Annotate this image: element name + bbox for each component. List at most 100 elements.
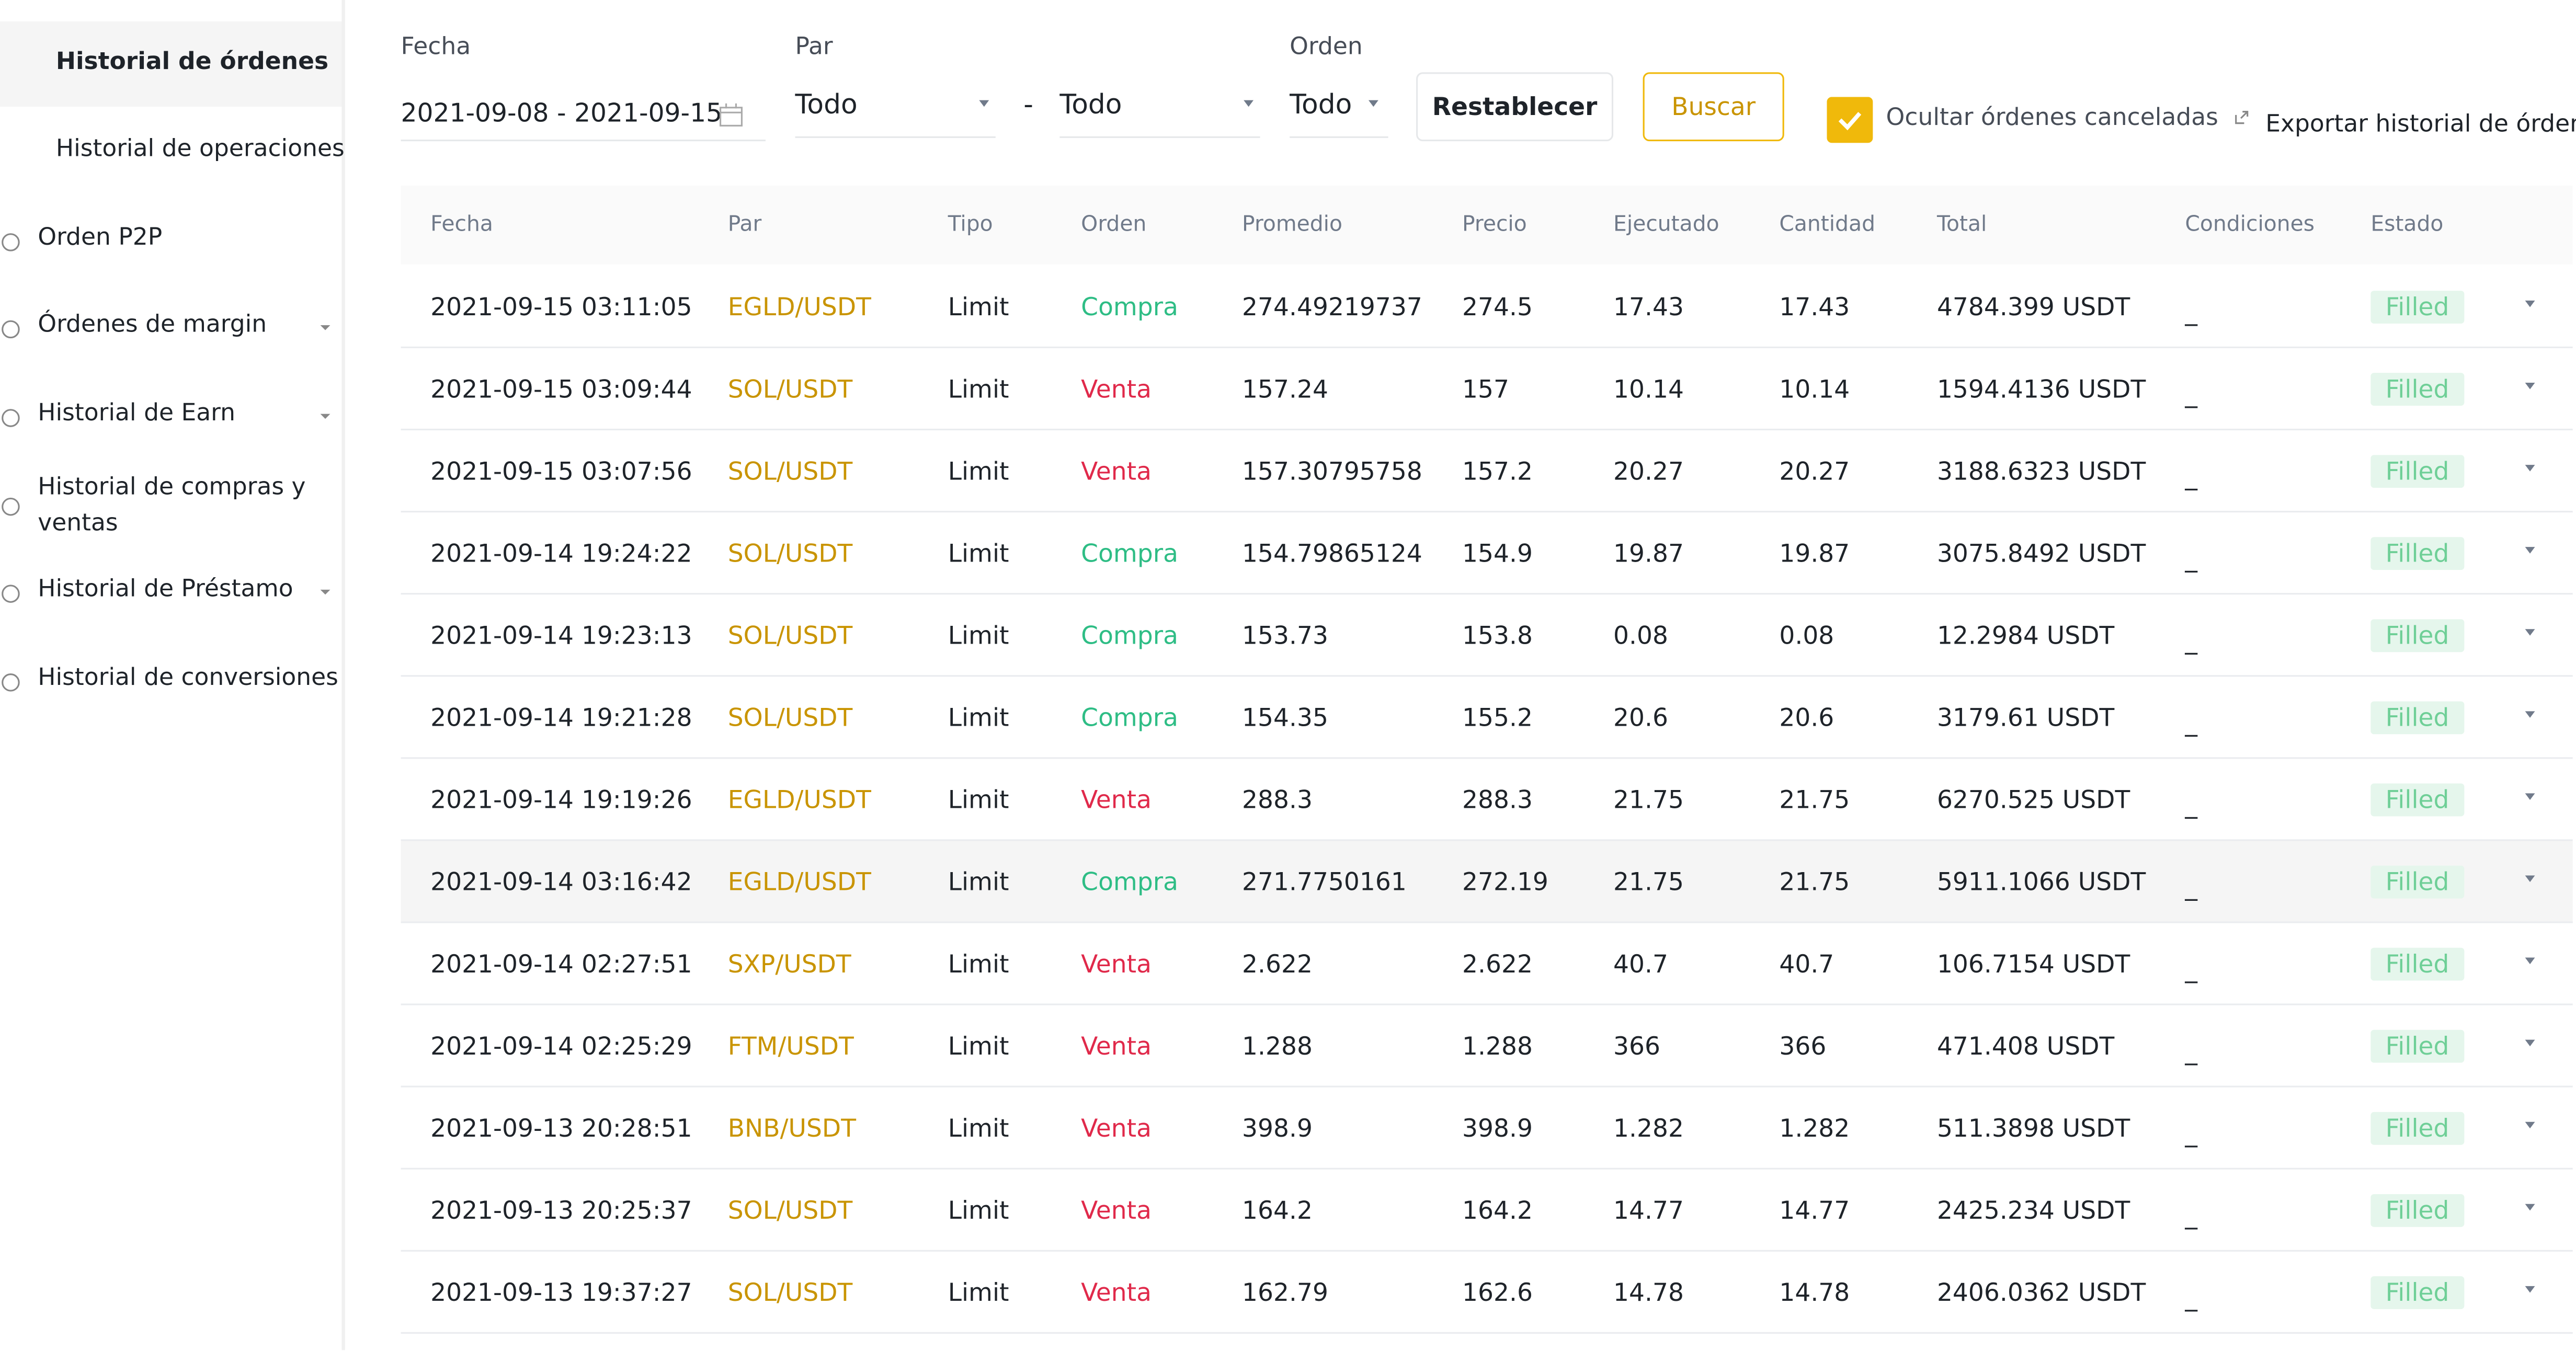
- nav-item[interactable]: Historial de órdenes: [55, 49, 329, 76]
- cell: 274.5: [1462, 292, 1533, 322]
- cell: Filled: [2370, 1194, 2464, 1227]
- cell: 271.7750161: [1242, 867, 1407, 897]
- select[interactable]: Todo: [795, 88, 858, 120]
- row-expand[interactable]: [2525, 1121, 2535, 1129]
- row-expand[interactable]: [2525, 547, 2535, 554]
- nav-item[interactable]: Historial de compras y ventas: [38, 474, 306, 537]
- row-expand[interactable]: [2525, 300, 2535, 307]
- table-row[interactable]: [401, 348, 2573, 431]
- cell: 157: [1462, 374, 1510, 404]
- select[interactable]: Todo: [1059, 88, 1122, 120]
- cell: 2021-09-14 19:21:28: [430, 703, 692, 733]
- row-expand[interactable]: [2525, 957, 2535, 965]
- cell: 20.27: [1779, 456, 1850, 486]
- cell: 2021-09-14 19:23:13: [430, 621, 692, 651]
- cell: 157.24: [1242, 374, 1328, 404]
- row-expand[interactable]: [2525, 1039, 2535, 1047]
- table-row[interactable]: [401, 512, 2573, 595]
- nav-icon: [2, 320, 20, 339]
- row-expand[interactable]: [2525, 629, 2535, 636]
- row-expand[interactable]: [2525, 875, 2535, 883]
- calendar-icon: [720, 103, 743, 127]
- cell: 162.6: [1462, 1278, 1533, 1308]
- cell: 3188.6323 USDT: [1936, 456, 2146, 486]
- cell: 164.2: [1242, 1196, 1313, 1226]
- cell: 12.2984 USDT: [1936, 621, 2115, 651]
- cell: Venta: [1081, 949, 1152, 979]
- cell: Limit: [948, 539, 1009, 568]
- row-expand[interactable]: [2525, 1286, 2535, 1293]
- cell: 153.8: [1462, 621, 1533, 651]
- cell: 1.282: [1613, 1114, 1684, 1143]
- row-expand[interactable]: [2525, 382, 2535, 390]
- nav-item[interactable]: Historial de conversiones: [38, 665, 338, 692]
- nav-item[interactable]: Historial de Préstamo: [38, 576, 293, 603]
- checkbox[interactable]: [1827, 97, 1873, 143]
- cell: 40.7: [1613, 949, 1669, 979]
- cell: 21.75: [1779, 785, 1850, 815]
- cell: 2021-09-14 19:19:26: [430, 785, 692, 815]
- row-expand[interactable]: [2525, 465, 2535, 472]
- cell: 157.30795758: [1242, 456, 1422, 486]
- cell: 0.08: [1613, 621, 1669, 651]
- cell: 10.14: [1779, 374, 1850, 404]
- table-row[interactable]: [401, 1252, 2573, 1334]
- cell: 154.79865124: [1242, 539, 1422, 568]
- nav-item[interactable]: Historial de operaciones: [55, 136, 345, 163]
- selected-bg: [0, 21, 342, 107]
- cell: _: [2185, 954, 2197, 984]
- cell: _: [2185, 1283, 2197, 1313]
- cell: 2021-09-15 03:09:44: [430, 374, 692, 404]
- cell: 14.78: [1779, 1278, 1850, 1308]
- nav-icon: [2, 497, 20, 516]
- column-header: Promedio: [1242, 212, 1343, 237]
- cell: Venta: [1081, 374, 1152, 404]
- export-link[interactable]: Exportar historial de órdenes: [2265, 111, 2576, 138]
- cell: EGLD/USDT: [727, 785, 871, 815]
- nav-item[interactable]: Historial de Earn: [38, 400, 235, 427]
- table-row[interactable]: [401, 430, 2573, 513]
- cell: 106.7154 USDT: [1936, 949, 2130, 979]
- cell: 20.6: [1779, 703, 1834, 733]
- cell: 6270.525 USDT: [1936, 785, 2130, 815]
- cell: 0.08: [1779, 621, 1834, 651]
- select[interactable]: Todo: [1290, 88, 1352, 120]
- nav-item[interactable]: Orden P2P: [38, 225, 163, 251]
- table-row[interactable]: [401, 266, 2573, 349]
- cell: 398.9: [1462, 1114, 1533, 1143]
- cell: 2021-09-14 02:27:51: [430, 949, 692, 979]
- table-row[interactable]: [401, 677, 2573, 759]
- cell: SOL/USDT: [727, 1278, 853, 1308]
- cell: SXP/USDT: [727, 949, 851, 979]
- row-expand[interactable]: [2525, 1204, 2535, 1211]
- cell: 155.2: [1462, 703, 1533, 733]
- reset-button[interactable]: Restablecer: [1416, 72, 1614, 142]
- cell: 3075.8492 USDT: [1936, 539, 2146, 568]
- cell: Limit: [948, 621, 1009, 651]
- cell: 2406.0362 USDT: [1936, 1278, 2146, 1308]
- table-row[interactable]: [401, 759, 2573, 841]
- cell: Compra: [1081, 703, 1179, 733]
- checkbox-label: Ocultar órdenes canceladas: [1886, 105, 2218, 132]
- cell: Compra: [1081, 292, 1179, 322]
- row-expand[interactable]: [2525, 793, 2535, 800]
- date-input[interactable]: 2021-09-08 - 2021-09-15: [401, 98, 723, 129]
- cell: Compra: [1081, 621, 1179, 651]
- table-row[interactable]: [401, 923, 2573, 1005]
- search-button[interactable]: Buscar: [1643, 72, 1784, 142]
- table-row[interactable]: [401, 594, 2573, 677]
- row-expand[interactable]: [2525, 711, 2535, 718]
- table-row[interactable]: [401, 841, 2573, 923]
- cell: Compra: [1081, 539, 1179, 568]
- table-row[interactable]: [401, 1170, 2573, 1252]
- table-row[interactable]: [401, 1005, 2573, 1087]
- cell: 19.87: [1613, 539, 1684, 568]
- nav-item[interactable]: Órdenes de margin: [38, 312, 267, 339]
- column-header: Condiciones: [2185, 212, 2315, 237]
- cell: _: [2185, 1118, 2197, 1148]
- cell: Filled: [2370, 865, 2464, 899]
- cell: 14.77: [1613, 1196, 1684, 1226]
- cell: 14.77: [1779, 1196, 1850, 1226]
- cell: 21.75: [1613, 785, 1684, 815]
- table-row[interactable]: [401, 1087, 2573, 1170]
